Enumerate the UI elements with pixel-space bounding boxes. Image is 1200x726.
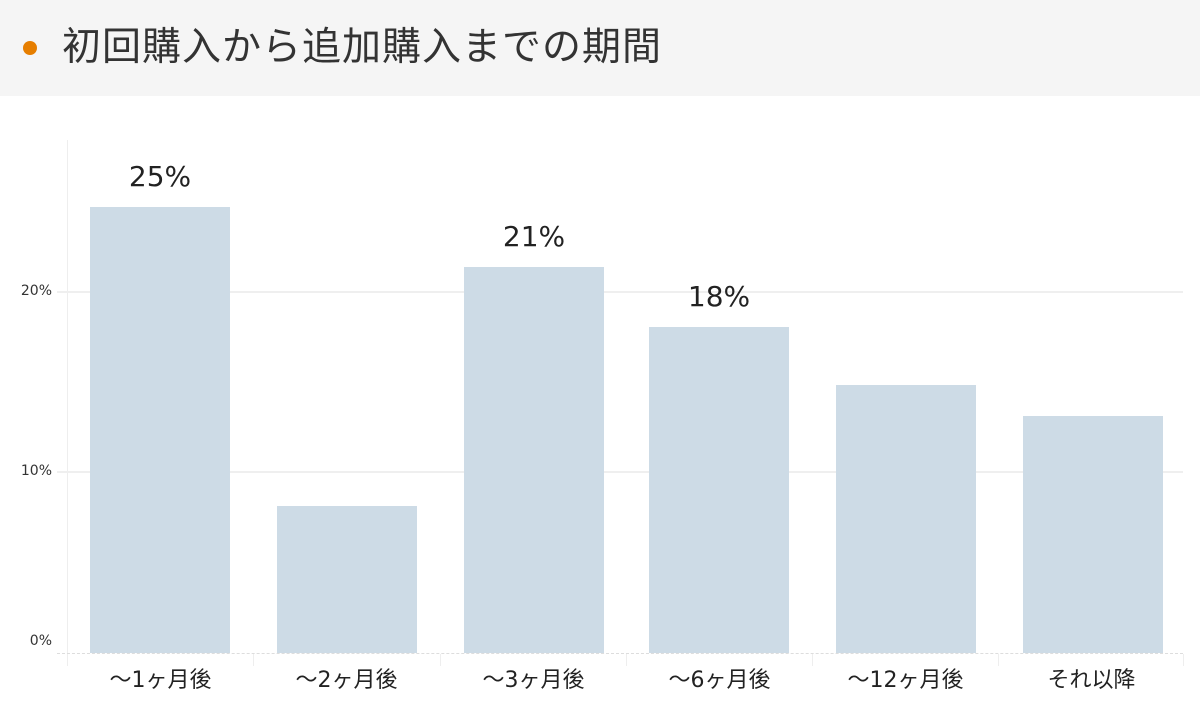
y-tick-label: 0%	[29, 633, 52, 649]
bullet-icon	[23, 41, 37, 55]
x-label: 〜3ヶ月後	[482, 668, 585, 693]
bar-12month	[836, 385, 976, 653]
value-label: 21%	[502, 220, 566, 253]
value-label: 18%	[687, 280, 751, 313]
bar-later	[1023, 416, 1163, 653]
y-tick-label: 20%	[20, 283, 52, 299]
x-label: 〜1ヶ月後	[109, 668, 212, 693]
bar-1month	[90, 207, 230, 653]
bar-3month	[464, 267, 604, 653]
gridline-20	[57, 291, 1183, 293]
y-axis-line	[67, 140, 68, 665]
bar-2month	[277, 506, 417, 653]
chart-title: 初回購入から追加購入までの期間	[62, 25, 663, 70]
x-label: 〜12ヶ月後	[847, 668, 964, 693]
x-tick	[626, 654, 627, 666]
x-label: それ以降	[1047, 668, 1136, 693]
chart-header: 初回購入から追加購入までの期間	[0, 0, 1200, 96]
x-tick	[812, 654, 813, 666]
x-tick	[998, 654, 999, 666]
x-tick	[67, 654, 68, 666]
x-tick	[1183, 654, 1184, 666]
y-tick-label: 10%	[20, 463, 52, 479]
x-tick	[253, 654, 254, 666]
x-tick	[440, 654, 441, 666]
gridline-10	[57, 471, 1183, 473]
x-label: 〜2ヶ月後	[295, 668, 398, 693]
x-label: 〜6ヶ月後	[668, 668, 771, 693]
x-axis-baseline	[57, 653, 1183, 654]
value-label: 25%	[128, 160, 192, 193]
bar-6month	[649, 327, 789, 653]
